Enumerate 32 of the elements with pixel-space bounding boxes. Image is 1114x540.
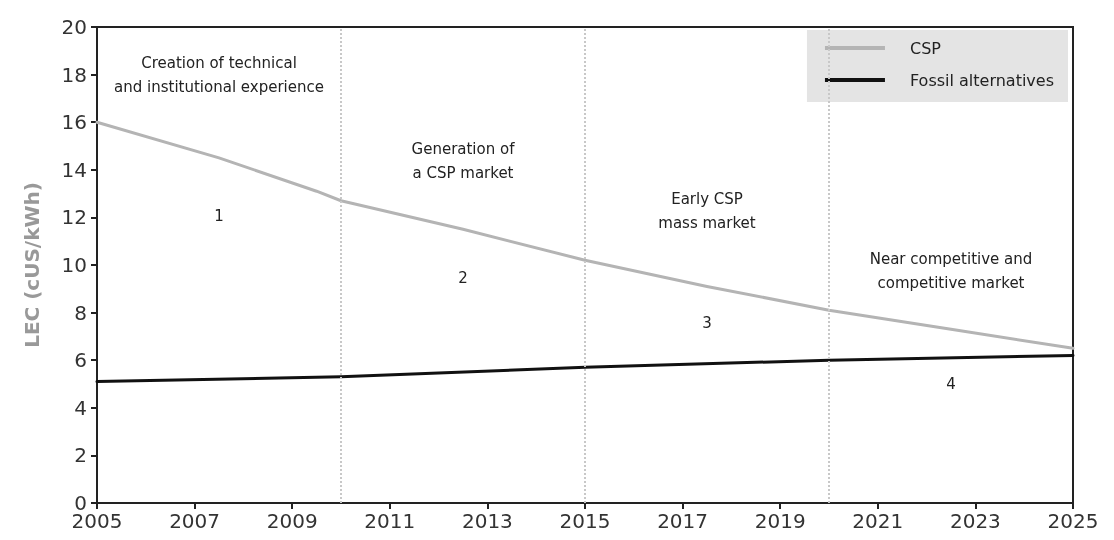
- y-tick-label: 10: [61, 253, 87, 277]
- x-tick-label: 2007: [169, 509, 221, 533]
- annotation: Near competitive and competitive market: [869, 250, 1033, 292]
- y-tick-label: 14: [61, 157, 87, 182]
- x-tick-label: 2015: [559, 509, 611, 533]
- x-tick-label: 2021: [852, 509, 904, 533]
- annotation: Creation of technical and institutional experience: [114, 54, 324, 96]
- legend-label: CSP: [909, 38, 942, 58]
- y-tick-label: 16: [61, 110, 87, 135]
- x-tick-label: 2009: [266, 509, 318, 533]
- y-tick-label: 6: [74, 348, 87, 373]
- annotation: 4: [946, 375, 956, 393]
- x-tick-label: 2017: [657, 509, 709, 533]
- legend-label: Fossil alternatives: [909, 70, 1054, 90]
- x-tick-label: 2019: [754, 509, 806, 533]
- y-tick-label: 2: [74, 443, 87, 468]
- line-series: [95, 120, 1075, 350]
- y-tick-label: 8: [74, 300, 87, 325]
- x-tick-label: 2025: [1047, 509, 1099, 533]
- annotation: 1: [214, 207, 224, 225]
- x-tick-label: 2013: [461, 509, 513, 533]
- x-tick-label: 2011: [364, 509, 416, 533]
- annotation: Generation of a CSP market: [411, 140, 516, 182]
- y-axis-title: LEC (cUS/kWh): [20, 182, 44, 348]
- annotation: 2: [458, 269, 468, 287]
- annotation: 3: [702, 314, 712, 332]
- y-tick-label: 20: [61, 15, 87, 39]
- y-tick-label: 4: [74, 395, 87, 420]
- x-tick-label: 2023: [949, 509, 1001, 533]
- y-tick-label: 18: [61, 62, 87, 87]
- annotation: Early CSP mass market: [658, 190, 756, 232]
- y-tick-label: 12: [61, 205, 87, 230]
